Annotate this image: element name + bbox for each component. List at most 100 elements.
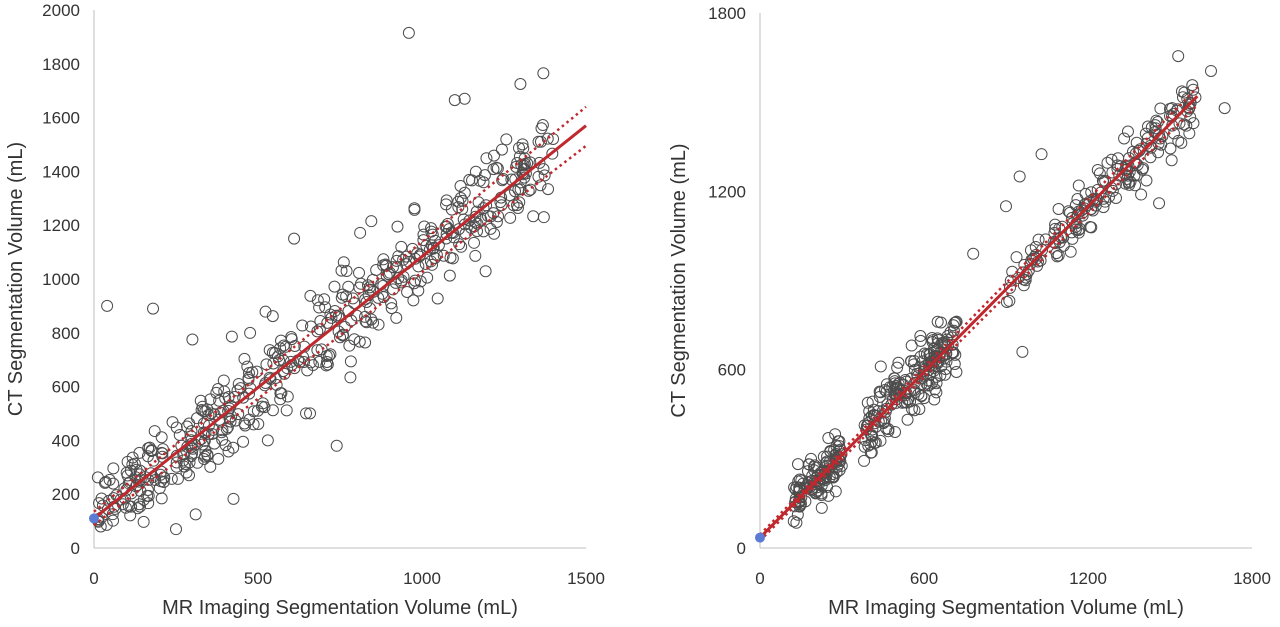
data-point [1172, 134, 1185, 147]
data-point [385, 302, 398, 315]
data-point [336, 329, 349, 342]
data-point [232, 377, 245, 390]
data-point [247, 418, 260, 431]
data-point [815, 501, 828, 514]
data-point [107, 514, 120, 527]
data-point [141, 489, 154, 502]
data-point [948, 358, 961, 371]
data-point [220, 422, 233, 435]
data-point [304, 289, 317, 302]
data-point [1066, 217, 1079, 230]
data-point [370, 264, 383, 277]
data-point [793, 482, 806, 495]
data-point [198, 434, 211, 447]
data-point [367, 316, 380, 329]
data-point [928, 393, 941, 406]
data-point [247, 405, 260, 418]
data-point [338, 321, 351, 334]
data-point [304, 407, 317, 420]
data-point [216, 433, 229, 446]
data-point [231, 384, 244, 397]
data-point [858, 454, 871, 467]
data-point [1019, 271, 1032, 284]
data-point [440, 232, 453, 245]
data-point [829, 428, 842, 441]
data-point [815, 488, 828, 501]
data-point [437, 249, 450, 262]
data-point [101, 299, 114, 312]
data-point [888, 387, 901, 400]
data-point [439, 220, 452, 233]
data-point [1066, 232, 1079, 245]
data-point [811, 475, 824, 488]
data-point [425, 222, 438, 235]
data-point [1129, 179, 1142, 192]
data-point [305, 320, 318, 333]
data-point [238, 352, 251, 365]
data-point [901, 413, 914, 426]
data-point [313, 301, 326, 314]
data-point [546, 147, 559, 160]
data-point [181, 420, 194, 433]
right-x-tick-label: 0 [755, 569, 764, 588]
data-point [106, 508, 119, 521]
data-point [324, 348, 337, 361]
data-point [1052, 202, 1065, 215]
data-point [458, 92, 471, 105]
left-y-tick-label: 400 [52, 431, 80, 450]
right-origin-marker [755, 532, 765, 543]
data-point [186, 333, 199, 346]
data-point [537, 163, 550, 176]
data-point [536, 119, 549, 132]
data-point [1153, 197, 1166, 210]
data-point [325, 311, 338, 324]
data-point [923, 347, 936, 360]
data-point [185, 434, 198, 447]
data-point [516, 138, 529, 151]
data-point [1016, 345, 1029, 358]
data-point [99, 475, 112, 488]
data-point [453, 238, 466, 251]
right-x-tick-label: 1200 [1069, 569, 1107, 588]
data-point [227, 492, 240, 505]
data-point [178, 460, 191, 473]
data-point [1182, 98, 1195, 111]
data-point [225, 330, 238, 343]
data-point [228, 391, 241, 404]
data-point [170, 523, 182, 536]
data-point [274, 387, 287, 400]
data-point [1097, 192, 1110, 205]
data-point [190, 412, 203, 425]
data-point [527, 210, 540, 223]
data-point [1003, 281, 1016, 294]
data-point [1187, 117, 1200, 130]
chart-right: 0 600 1200 1800 0 600 1200 1800 MR Imaging Segme… [668, 4, 1271, 619]
data-point [155, 431, 168, 444]
data-point [892, 356, 905, 369]
data-point [386, 261, 399, 274]
data-point [787, 515, 800, 528]
data-point [183, 469, 196, 482]
data-point [1113, 169, 1126, 182]
left-x-tick-label: 0 [89, 569, 98, 588]
data-point [354, 226, 367, 239]
data-point [1186, 79, 1199, 92]
data-point [237, 391, 250, 404]
data-point [372, 318, 385, 331]
data-point [1172, 50, 1185, 63]
data-point [865, 430, 878, 443]
data-point [343, 339, 356, 352]
data-point [479, 265, 492, 278]
data-point [266, 404, 279, 417]
data-point [1010, 251, 1023, 264]
data-point [1003, 294, 1016, 307]
left-ci-lower-line [93, 144, 587, 527]
data-point [279, 340, 292, 353]
data-point [805, 452, 818, 465]
data-point [204, 393, 217, 406]
data-point [242, 372, 255, 385]
data-point [469, 249, 482, 262]
data-point [330, 439, 343, 452]
data-point [829, 485, 842, 498]
